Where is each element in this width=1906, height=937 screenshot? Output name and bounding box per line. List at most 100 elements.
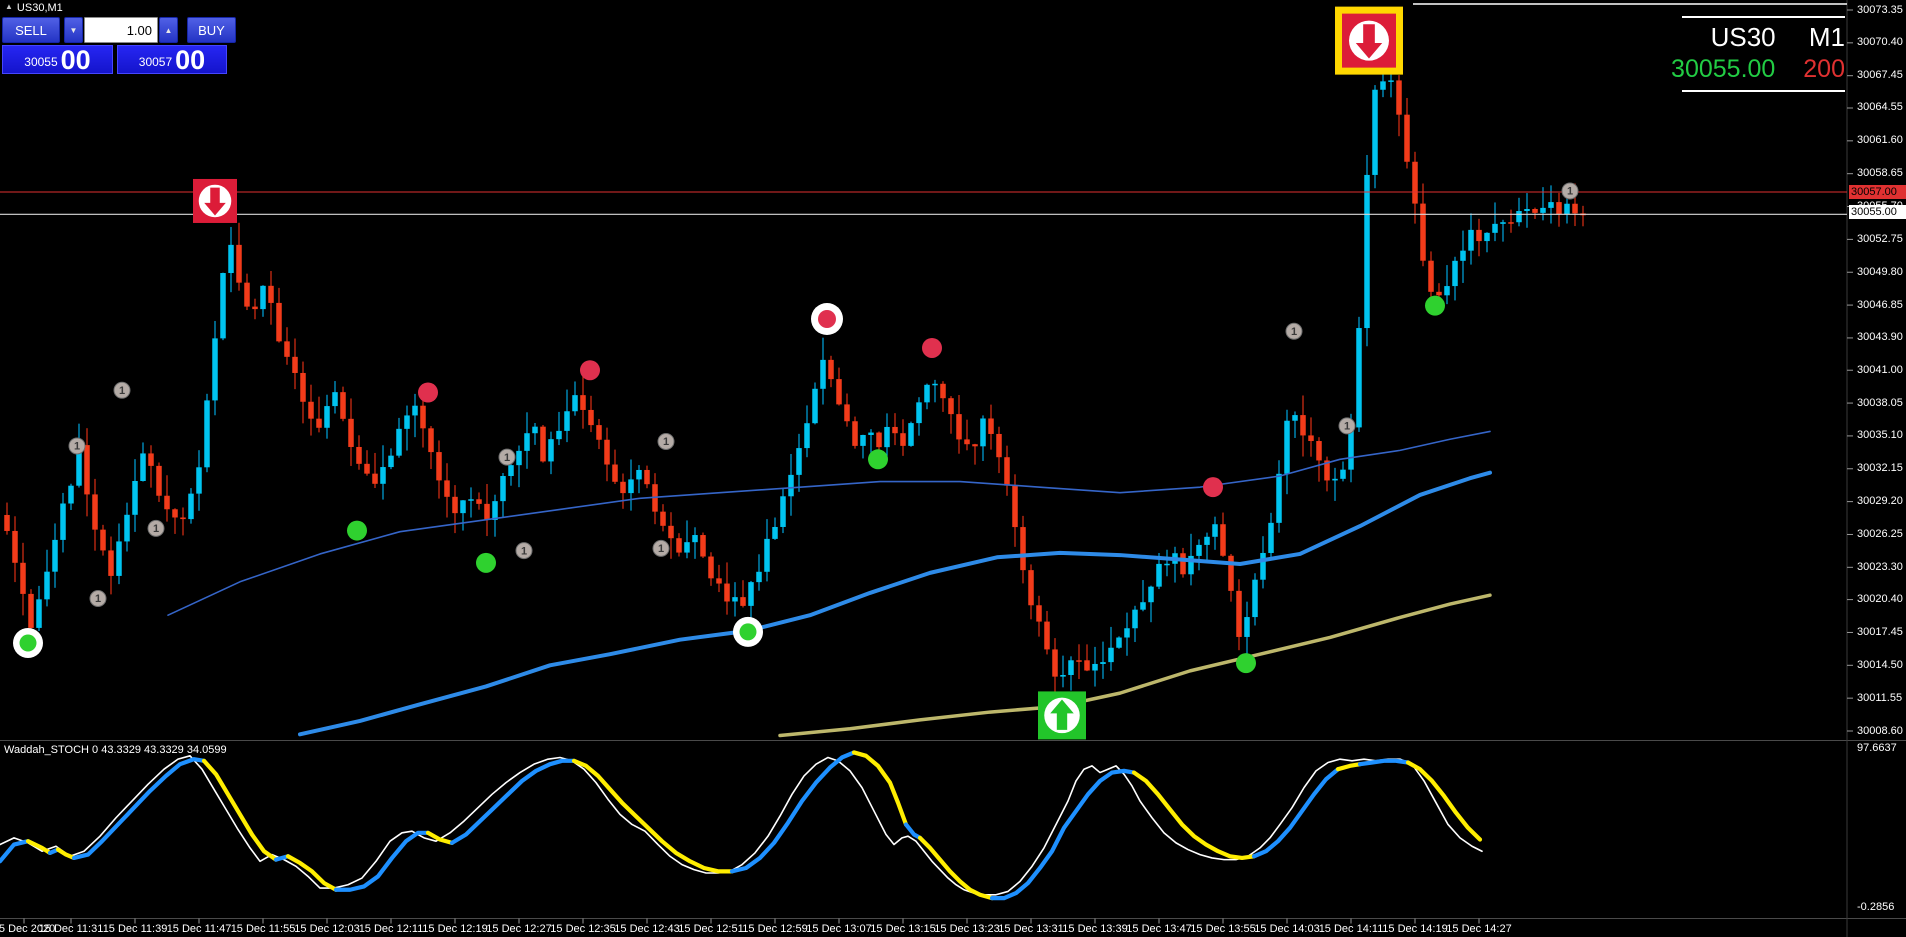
time-axis-label: 15 Dec 14:19 xyxy=(1382,923,1448,935)
candle-up xyxy=(1060,675,1066,677)
candle-down xyxy=(180,517,186,520)
info-marker-number: 1 xyxy=(658,543,664,555)
candle-down xyxy=(668,525,674,539)
candle-up xyxy=(1484,232,1490,242)
candle-down xyxy=(700,535,706,557)
indicator-min-value: -0.2856 xyxy=(1857,901,1895,913)
info-marker-icon xyxy=(68,437,86,455)
candle-down xyxy=(292,356,298,373)
candle-up xyxy=(140,453,146,481)
candle-up xyxy=(516,450,522,466)
candle-up xyxy=(404,415,410,429)
buy-signal-dot xyxy=(739,623,757,641)
candle-down xyxy=(844,404,850,422)
candle-down xyxy=(348,418,354,447)
time-axis-label: 15 Dec 12:19 xyxy=(422,923,488,935)
ticker-symbol: US30 xyxy=(1710,22,1776,52)
price-axis-label: 30064.55 xyxy=(1857,101,1903,114)
candle-down xyxy=(4,514,10,531)
candle-down xyxy=(1436,291,1442,296)
sell-price-main: 30055 xyxy=(24,55,58,69)
candle-up xyxy=(980,418,986,447)
candle-down xyxy=(236,244,242,283)
candle-down xyxy=(1556,202,1562,215)
time-axis-label: 15 Dec 11:31 xyxy=(38,923,104,935)
candle-up xyxy=(60,503,66,540)
buy-signal-dot xyxy=(19,634,37,652)
candle-down xyxy=(148,453,154,466)
candle-up xyxy=(188,493,194,520)
stoch-main-line-yellow xyxy=(851,750,909,827)
time-axis-label: 15 Dec 13:07 xyxy=(806,923,872,935)
collapse-triangle-icon[interactable]: ▲ xyxy=(5,2,13,11)
candle-up xyxy=(556,430,562,440)
candle-up xyxy=(756,571,762,583)
volume-increase-button[interactable]: ▲ xyxy=(159,17,178,43)
info-marker-icon xyxy=(113,381,131,399)
ma-khaki xyxy=(778,593,1492,738)
candle-down xyxy=(1300,415,1306,436)
candle-up xyxy=(1268,522,1274,553)
candle-down xyxy=(1036,605,1042,622)
candle-down xyxy=(1476,229,1482,242)
time-axis-label: 15 Dec 14:11 xyxy=(1318,923,1384,935)
candle-up xyxy=(1380,81,1386,90)
stoch-main-line-blue xyxy=(1251,767,1341,859)
price-axis-label: 30020.40 xyxy=(1857,593,1903,606)
buy-signal-dot xyxy=(1236,653,1256,674)
candle-up xyxy=(628,479,634,494)
stoch-main-line-yellow xyxy=(1131,770,1257,861)
stoch-main-line-yellow xyxy=(201,758,279,862)
price-axis-label: 30011.55 xyxy=(1857,691,1903,704)
ticker-change: 200 xyxy=(1803,55,1845,83)
ticker-price: 30055.00 xyxy=(1671,55,1776,83)
volume-decrease-button[interactable]: ▼ xyxy=(64,17,83,43)
candle-down xyxy=(1316,441,1322,461)
info-marker-icon xyxy=(515,542,533,560)
buy-price-button[interactable]: 30057 00 xyxy=(117,45,227,74)
stoch-main-line-yellow xyxy=(285,854,339,892)
stoch-main-line-blue xyxy=(729,750,857,874)
sell-arrow-signal-boxed xyxy=(1335,6,1403,75)
candle-up xyxy=(468,499,474,501)
time-axis-label: 15 Dec 14:27 xyxy=(1446,923,1512,935)
arrow-up-icon xyxy=(1050,699,1074,730)
candle-down xyxy=(1428,260,1434,292)
candle-down xyxy=(1308,435,1314,442)
candle-down xyxy=(1412,161,1418,204)
candle-up xyxy=(1340,469,1346,479)
candle-up xyxy=(1468,229,1474,251)
price-axis-label: 30035.10 xyxy=(1857,429,1903,442)
candle-down xyxy=(364,463,370,474)
chart-info-overlay: US30 M1 30055.00 200 xyxy=(1671,16,1845,92)
candle-up xyxy=(796,448,802,475)
time-axis-label: 15 Dec 14:03 xyxy=(1254,923,1320,935)
sell-button[interactable]: SELL xyxy=(2,17,60,43)
candle-up xyxy=(116,541,122,576)
arrow-down-icon xyxy=(1355,24,1383,59)
candle-down xyxy=(100,529,106,551)
candle-down xyxy=(988,418,994,434)
candle-down xyxy=(1404,114,1410,162)
candle-down xyxy=(1220,524,1226,556)
info-marker-number: 1 xyxy=(1344,421,1350,433)
buy-button[interactable]: BUY xyxy=(187,17,236,43)
price-axis-label: 30026.25 xyxy=(1857,527,1903,540)
candle-up xyxy=(1332,478,1338,481)
time-axis-label: 15 Dec 12:27 xyxy=(486,923,552,935)
candle-up xyxy=(500,476,506,502)
candle-down xyxy=(1532,209,1538,213)
candle-up xyxy=(1292,415,1298,421)
candle-up xyxy=(1092,663,1098,671)
candle-down xyxy=(284,341,290,357)
candle-up xyxy=(1276,473,1282,523)
sell-signal-dot xyxy=(418,382,438,403)
volume-input[interactable] xyxy=(84,17,158,43)
sell-price-button[interactable]: 30055 00 xyxy=(2,45,113,74)
candle-up xyxy=(260,285,266,310)
candle-down xyxy=(108,550,114,576)
stoch-main-line-blue xyxy=(0,839,31,864)
stoch-main-line-yellow xyxy=(55,847,77,861)
ask-price-tag: 30057.00 xyxy=(1849,185,1906,199)
